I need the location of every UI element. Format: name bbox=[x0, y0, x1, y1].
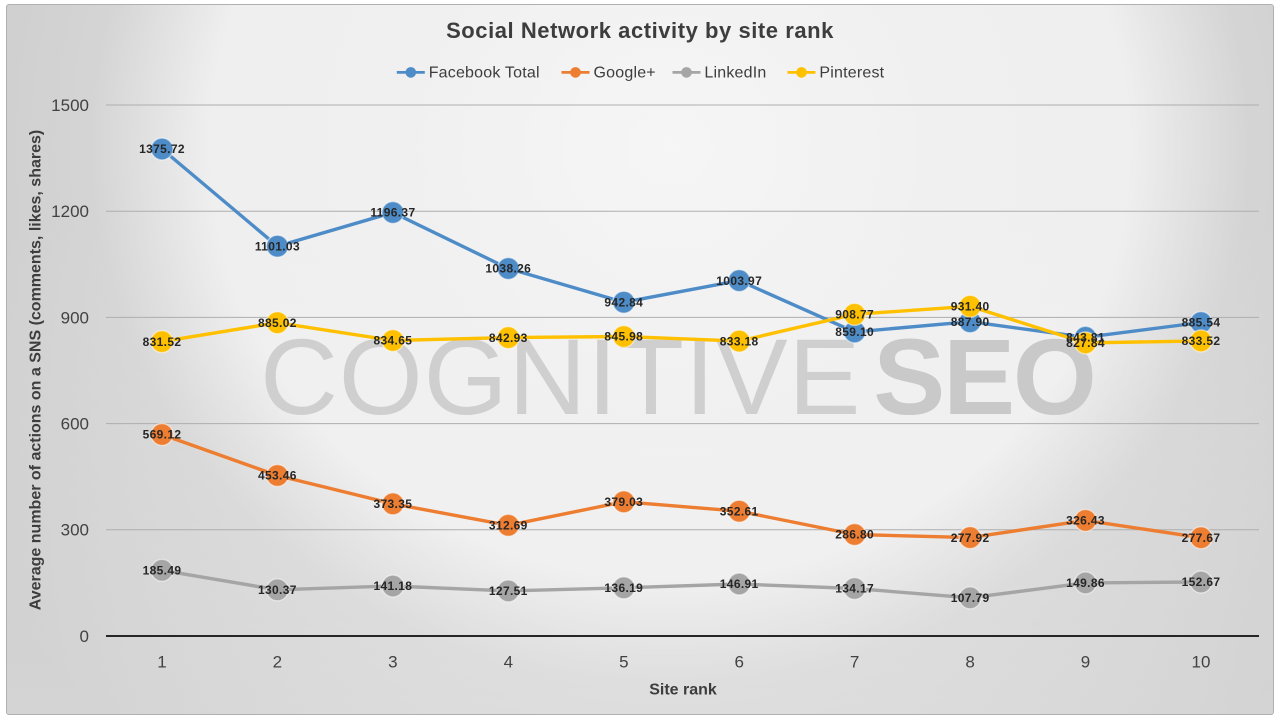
svg-text:827.84: 827.84 bbox=[1066, 336, 1105, 350]
svg-text:833.18: 833.18 bbox=[720, 334, 759, 348]
svg-text:326.43: 326.43 bbox=[1066, 514, 1105, 528]
svg-text:Site rank: Site rank bbox=[649, 682, 717, 699]
svg-text:1375.72: 1375.72 bbox=[139, 142, 185, 156]
svg-text:908.77: 908.77 bbox=[835, 308, 874, 322]
svg-text:300: 300 bbox=[61, 521, 89, 540]
svg-text:1200: 1200 bbox=[51, 202, 89, 221]
svg-text:Facebook Total: Facebook Total bbox=[429, 65, 540, 82]
svg-text:146.91: 146.91 bbox=[720, 577, 759, 591]
svg-text:843.81: 843.81 bbox=[1066, 331, 1105, 345]
svg-text:1: 1 bbox=[157, 652, 166, 671]
svg-text:9: 9 bbox=[1081, 652, 1090, 671]
svg-text:900: 900 bbox=[61, 308, 89, 327]
svg-text:453.46: 453.46 bbox=[258, 469, 297, 483]
svg-text:277.92: 277.92 bbox=[951, 531, 990, 545]
svg-text:141.18: 141.18 bbox=[373, 579, 412, 593]
svg-text:2: 2 bbox=[273, 652, 282, 671]
svg-text:3: 3 bbox=[388, 652, 397, 671]
svg-text:107.79: 107.79 bbox=[951, 591, 990, 605]
svg-text:885.02: 885.02 bbox=[258, 316, 297, 330]
svg-text:859.10: 859.10 bbox=[835, 325, 874, 339]
svg-text:931.40: 931.40 bbox=[951, 300, 990, 314]
svg-text:185.49: 185.49 bbox=[143, 564, 182, 578]
svg-text:134.17: 134.17 bbox=[835, 582, 874, 596]
svg-text:600: 600 bbox=[61, 415, 89, 434]
svg-text:0: 0 bbox=[80, 627, 89, 646]
svg-text:887.90: 887.90 bbox=[951, 315, 990, 329]
svg-text:127.51: 127.51 bbox=[489, 584, 528, 598]
svg-text:7: 7 bbox=[850, 652, 859, 671]
svg-text:842.93: 842.93 bbox=[489, 331, 528, 345]
svg-text:831.52: 831.52 bbox=[143, 335, 182, 349]
svg-text:1038.26: 1038.26 bbox=[485, 262, 531, 276]
svg-text:833.52: 833.52 bbox=[1182, 334, 1221, 348]
svg-text:1196.37: 1196.37 bbox=[370, 206, 415, 220]
svg-text:10: 10 bbox=[1192, 652, 1211, 671]
svg-text:8: 8 bbox=[965, 652, 974, 671]
svg-text:Google+: Google+ bbox=[594, 65, 656, 82]
svg-text:130.37: 130.37 bbox=[258, 583, 297, 597]
svg-text:4: 4 bbox=[504, 652, 513, 671]
svg-text:Social Network activity by sit: Social Network activity by site rank bbox=[446, 18, 834, 43]
svg-text:286.80: 286.80 bbox=[835, 528, 874, 542]
svg-text:569.12: 569.12 bbox=[143, 428, 182, 442]
svg-text:5: 5 bbox=[619, 652, 628, 671]
svg-text:885.54: 885.54 bbox=[1182, 316, 1221, 330]
svg-text:379.03: 379.03 bbox=[604, 495, 643, 509]
svg-text:834.65: 834.65 bbox=[373, 334, 412, 348]
svg-text:1101.03: 1101.03 bbox=[255, 239, 300, 253]
svg-text:6: 6 bbox=[734, 652, 743, 671]
svg-text:277.67: 277.67 bbox=[1182, 531, 1221, 545]
svg-text:149.86: 149.86 bbox=[1066, 576, 1105, 590]
svg-text:352.61: 352.61 bbox=[720, 504, 759, 518]
svg-text:LinkedIn: LinkedIn bbox=[704, 65, 766, 82]
svg-text:1500: 1500 bbox=[51, 96, 89, 115]
svg-text:152.67: 152.67 bbox=[1182, 575, 1221, 589]
svg-text:845.98: 845.98 bbox=[604, 330, 643, 344]
svg-text:Pinterest: Pinterest bbox=[819, 65, 884, 82]
svg-text:942.84: 942.84 bbox=[604, 295, 643, 309]
svg-text:Average number of actions on a: Average number of actions on a SNS (comm… bbox=[28, 130, 45, 610]
svg-text:373.35: 373.35 bbox=[373, 497, 412, 511]
svg-text:312.69: 312.69 bbox=[489, 519, 528, 533]
svg-text:1003.97: 1003.97 bbox=[716, 274, 762, 288]
svg-text:136.19: 136.19 bbox=[604, 581, 643, 595]
